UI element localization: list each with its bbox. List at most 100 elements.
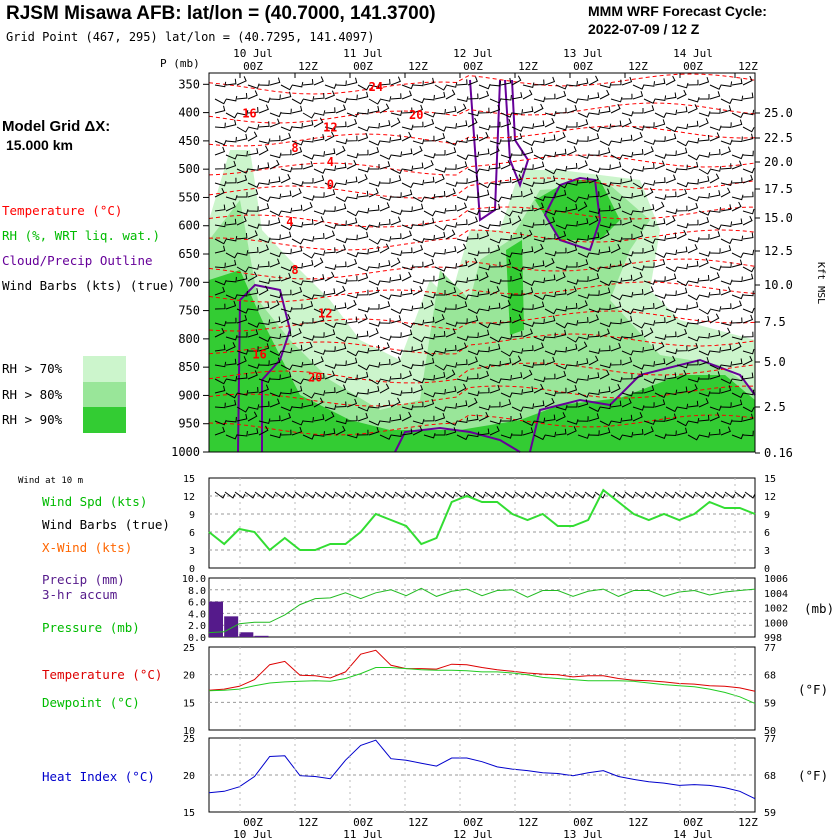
wind-barb xyxy=(698,356,710,366)
surface-wind-barb xyxy=(214,491,226,499)
wind-barb xyxy=(588,430,600,436)
wind-barb xyxy=(654,235,667,241)
wind-barb xyxy=(324,305,337,311)
surface-wind-barb xyxy=(394,491,406,499)
wind-barb xyxy=(643,327,654,338)
wind-barb xyxy=(709,224,722,230)
wind-barb xyxy=(478,411,489,422)
wind-barb xyxy=(225,160,237,170)
wind-barb xyxy=(390,192,402,198)
wind-barb xyxy=(423,118,435,128)
wind-barb xyxy=(544,110,557,117)
wind-barb xyxy=(435,430,446,436)
wind-barb xyxy=(643,361,655,367)
wind-barb xyxy=(698,391,711,397)
wind-barb xyxy=(269,391,282,398)
top-time-label: 00Z xyxy=(573,60,593,73)
wind-barb xyxy=(302,136,314,143)
isotherm-label: 12 xyxy=(318,306,332,320)
wind-barb xyxy=(654,293,667,300)
wind-barb xyxy=(236,126,249,133)
wind-barb xyxy=(489,196,502,203)
wind-barb xyxy=(621,332,633,339)
wind-barb xyxy=(291,105,303,114)
heat-tick-label: 25 xyxy=(183,734,195,745)
wind-barb xyxy=(720,344,732,352)
wind-barb xyxy=(500,316,512,324)
wind-barb xyxy=(445,362,458,368)
surface-wind-barb xyxy=(294,491,306,499)
wind-barb xyxy=(489,146,500,156)
wind-barb xyxy=(258,220,270,226)
wind-barb xyxy=(324,404,337,411)
wind-barb xyxy=(357,166,370,173)
wind-barb xyxy=(291,238,304,245)
wind-barb xyxy=(500,118,512,128)
wind-barb xyxy=(335,179,348,186)
bottom-time-label: 12Z xyxy=(518,816,538,829)
isotherm-label: 4 xyxy=(286,215,293,229)
wind-barb xyxy=(567,262,578,268)
wind-barb xyxy=(720,122,732,128)
wind-barb xyxy=(698,414,710,422)
wind-barb xyxy=(390,315,402,324)
wind-barb xyxy=(412,278,425,285)
wind-barb xyxy=(434,388,446,395)
wind-barb xyxy=(665,314,676,324)
wind-barb xyxy=(313,356,324,366)
wind-barb xyxy=(379,335,392,341)
wind-barb xyxy=(610,202,622,212)
wind-barb xyxy=(335,425,346,436)
wind-barb xyxy=(390,93,402,100)
wind-barb xyxy=(401,387,413,394)
wind-barb xyxy=(742,75,753,86)
wind-barb xyxy=(742,331,754,338)
wind-barb xyxy=(478,288,490,296)
wind-barb xyxy=(214,146,226,156)
wind-barb xyxy=(412,97,425,104)
wind-barb xyxy=(544,390,557,397)
wind-barb xyxy=(335,384,346,394)
wind-barb xyxy=(478,107,490,114)
wind-barb xyxy=(643,385,655,394)
wind-barb xyxy=(577,259,589,268)
wind-barb xyxy=(423,258,435,268)
wind-barb xyxy=(544,175,556,184)
wind-barb xyxy=(335,145,346,156)
wind-barb xyxy=(522,403,535,409)
wind-barb xyxy=(588,314,599,324)
wind-barb xyxy=(500,300,511,310)
legend-rh80-label: RH > 80% xyxy=(2,387,63,402)
wind-barb xyxy=(456,434,469,441)
wind-barb xyxy=(599,362,612,369)
wind-barb xyxy=(511,133,523,142)
surface-wind-barb xyxy=(304,491,316,499)
wind-barb xyxy=(302,195,315,201)
wind-barb xyxy=(566,384,578,394)
wind-tick-label-right: 15 xyxy=(764,474,776,485)
wind-tick-label: 3 xyxy=(189,546,195,557)
surface-wind-barb xyxy=(564,491,576,499)
wind-barb xyxy=(709,364,722,370)
wind-barb xyxy=(236,76,247,86)
wind-barb xyxy=(247,148,259,156)
wind-barb xyxy=(335,203,347,212)
wind-barb xyxy=(335,220,347,227)
wind-barb xyxy=(434,348,447,354)
wind-barb xyxy=(500,350,513,357)
wind-barb xyxy=(676,89,687,100)
wind-barb xyxy=(610,335,623,342)
wind-barb xyxy=(423,94,435,101)
wind-barb xyxy=(225,358,237,366)
wind-barb xyxy=(489,203,501,212)
wind-barb xyxy=(324,264,337,271)
wind-barb xyxy=(214,344,226,352)
wind-barb xyxy=(599,229,610,240)
wind-barb xyxy=(676,287,688,296)
wind-barb xyxy=(445,263,457,269)
wind-barb xyxy=(555,370,567,380)
wind-barb xyxy=(555,322,568,329)
wind-barb xyxy=(401,247,413,254)
wind-barb xyxy=(214,105,226,114)
